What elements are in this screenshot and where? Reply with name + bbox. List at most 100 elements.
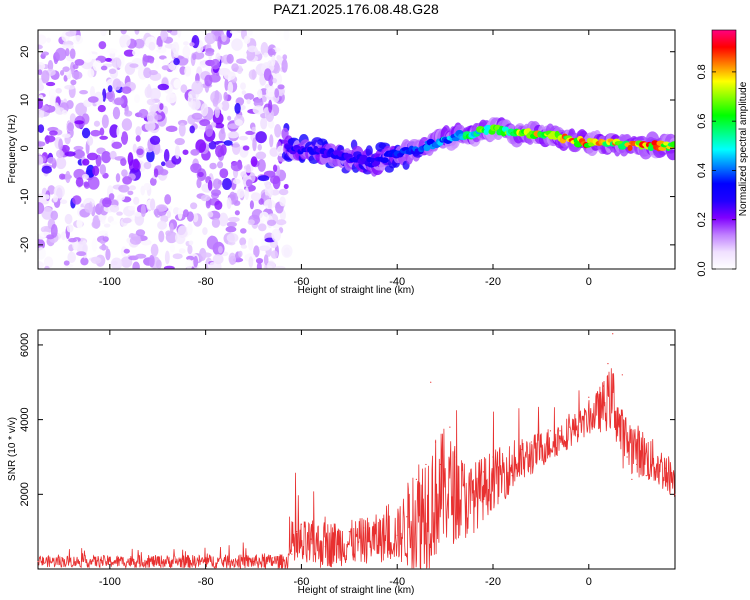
snr-point bbox=[501, 460, 504, 462]
spectrogram-cell bbox=[150, 243, 159, 257]
spectrogram-cell bbox=[118, 184, 130, 193]
spectrogram-cell bbox=[146, 98, 156, 106]
spectrogram-cell bbox=[84, 202, 93, 213]
spectrogram-cell bbox=[55, 47, 67, 61]
spectrogram-cell bbox=[112, 106, 121, 120]
spectrogram-y-tick-label: -10 bbox=[19, 189, 31, 205]
snr-point bbox=[439, 463, 441, 466]
spectrogram-cell bbox=[46, 37, 51, 43]
colorbar-ticks: 0.0 0.2 0.4 0.6 0.8 bbox=[696, 64, 736, 277]
spectrogram-cell bbox=[183, 41, 189, 46]
spectrogram-cell bbox=[128, 205, 136, 211]
spectrogram-cell bbox=[365, 145, 373, 157]
snr-point bbox=[511, 475, 513, 477]
spectrogram-cell bbox=[166, 30, 172, 33]
spectrogram-x-ticks: -100 -80 -60 -40 -20 0 bbox=[99, 30, 592, 288]
spectrogram-cell bbox=[120, 158, 127, 166]
spectrogram-cell bbox=[132, 143, 137, 153]
spectrogram-cell bbox=[80, 257, 89, 266]
spectrogram-cell bbox=[87, 68, 95, 78]
spectrogram-cell bbox=[242, 52, 248, 59]
spectrogram-cell bbox=[216, 161, 224, 169]
spectrogram-cell bbox=[74, 120, 85, 125]
spectrogram-cell bbox=[268, 99, 273, 113]
spectrogram-cell bbox=[177, 30, 182, 38]
spectrogram-cell bbox=[451, 137, 460, 142]
spectrogram-cell bbox=[165, 230, 172, 237]
spectrogram-cell bbox=[158, 230, 165, 243]
spectrogram-cell bbox=[255, 131, 267, 144]
spectrogram-cell bbox=[264, 184, 274, 199]
spectrogram-cell bbox=[247, 45, 258, 53]
spectrogram-cell bbox=[71, 71, 83, 80]
spectrogram-cell bbox=[201, 252, 212, 258]
spectrogram-y-tick-label: 10 bbox=[19, 94, 31, 106]
spectrogram-cell bbox=[63, 74, 68, 82]
spectrogram-cell bbox=[123, 248, 130, 254]
spectrogram-cell bbox=[205, 124, 214, 138]
spectrogram-cell bbox=[55, 87, 62, 94]
spectrogram-cell bbox=[190, 148, 200, 156]
spectrogram-cell bbox=[270, 250, 279, 259]
spectrogram-cell bbox=[218, 129, 226, 142]
spectrogram-cell bbox=[41, 165, 52, 174]
snr-x-tick-label: -20 bbox=[485, 576, 501, 588]
snr-point bbox=[37, 560, 39, 563]
spectrogram-cell bbox=[160, 30, 168, 42]
spectrogram-cell bbox=[164, 194, 172, 205]
colorbar-frame bbox=[711, 29, 737, 270]
spectrogram-cell bbox=[138, 108, 149, 119]
snr-point bbox=[85, 559, 87, 561]
spectrogram-cell bbox=[59, 70, 65, 76]
spectrogram-cell bbox=[65, 31, 76, 37]
spectrogram-cell bbox=[116, 125, 123, 139]
spectrogram-x-tick-label: -60 bbox=[293, 276, 309, 288]
spectrogram-y-tick-label: 20 bbox=[19, 46, 31, 58]
spectrogram-cell bbox=[274, 88, 280, 99]
spectrogram-cell bbox=[133, 211, 142, 217]
spectrogram-cell bbox=[166, 210, 171, 219]
spectrogram-cell bbox=[47, 156, 56, 164]
spectrogram-cell bbox=[250, 192, 261, 202]
spectrogram-cell bbox=[149, 198, 156, 211]
spectrogram-cell bbox=[173, 57, 180, 66]
spectrogram-cell bbox=[142, 54, 148, 67]
spectrogram-cell bbox=[283, 183, 289, 190]
spectrogram-cell bbox=[202, 227, 208, 235]
spectrogram-cell bbox=[257, 159, 266, 172]
snr-series-line bbox=[37, 368, 676, 570]
spectrogram-cell bbox=[240, 82, 246, 90]
snr-point bbox=[588, 396, 590, 398]
spectrogram-cell bbox=[195, 139, 207, 153]
spectrogram-cell bbox=[64, 151, 76, 157]
spectrogram-cell bbox=[111, 57, 122, 69]
spectrogram-cell bbox=[120, 30, 127, 35]
spectrogram-cell bbox=[49, 95, 56, 107]
spectrogram-cell bbox=[83, 181, 89, 188]
spectrogram-cell bbox=[119, 34, 131, 48]
spectrogram-cell bbox=[38, 124, 45, 133]
spectrogram-cell bbox=[187, 244, 193, 255]
spectrogram-cell bbox=[38, 34, 47, 45]
spectrogram-cell bbox=[65, 48, 70, 57]
spectrogram-cell bbox=[154, 114, 162, 120]
spectrogram-cell bbox=[38, 141, 46, 147]
spectrogram-cell bbox=[277, 84, 285, 90]
spectrogram-cell bbox=[73, 34, 83, 45]
spectrogram-cell bbox=[135, 126, 142, 137]
spectrogram-cell bbox=[167, 205, 173, 212]
spectrogram-cell bbox=[101, 150, 112, 164]
spectrogram-cell bbox=[86, 136, 94, 146]
snr-point bbox=[578, 411, 580, 413]
spectrogram-cell bbox=[50, 223, 58, 238]
spectrogram-cell bbox=[255, 151, 267, 160]
spectrogram-y-tick-label: 0 bbox=[19, 145, 31, 151]
spectrogram-cell bbox=[92, 165, 100, 177]
snr-point bbox=[569, 426, 571, 428]
spectrogram-cell bbox=[79, 90, 88, 95]
spectrogram-cell bbox=[72, 195, 82, 205]
spectrogram-cell bbox=[219, 168, 229, 179]
spectrogram-cell bbox=[248, 256, 254, 268]
spectrogram-cell bbox=[252, 237, 258, 244]
